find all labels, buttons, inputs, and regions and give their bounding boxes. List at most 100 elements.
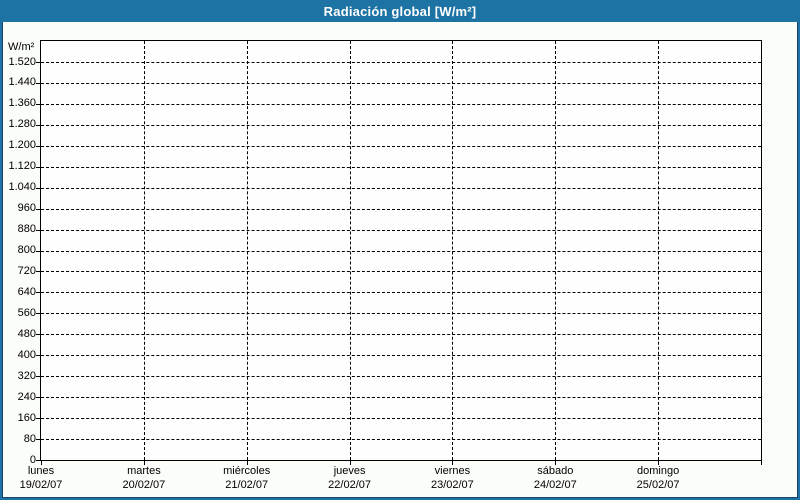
x-axis-tick bbox=[143, 461, 145, 465]
y-tick-label: 720 bbox=[17, 264, 36, 277]
y-axis-tick bbox=[36, 397, 40, 399]
h-gridline bbox=[41, 208, 761, 210]
x-axis-tick bbox=[41, 461, 42, 465]
y-axis-tick bbox=[36, 229, 40, 231]
plot-area bbox=[40, 40, 762, 461]
y-tick-label: 1.120 bbox=[8, 160, 36, 173]
x-tick-date: 21/02/07 bbox=[225, 479, 269, 491]
x-tick-label: martes 20/02/07 bbox=[122, 464, 165, 492]
h-gridline bbox=[41, 313, 761, 315]
x-tick-label: lunes 19/02/07 bbox=[20, 464, 63, 492]
x-axis-tick bbox=[246, 461, 248, 465]
y-tick-label: 1.360 bbox=[8, 97, 36, 110]
y-tick-label: 400 bbox=[17, 348, 36, 361]
y-axis-tick bbox=[36, 103, 40, 105]
v-gridline bbox=[658, 41, 660, 460]
y-axis-tick bbox=[36, 166, 40, 168]
v-gridline bbox=[452, 41, 454, 460]
y-axis-tick bbox=[36, 145, 40, 147]
h-gridline bbox=[41, 397, 761, 399]
x-axis-tick bbox=[555, 461, 557, 465]
x-tick-day-name: sábado bbox=[537, 465, 574, 477]
y-axis-tick bbox=[36, 187, 40, 189]
x-axis-tick bbox=[761, 461, 762, 465]
v-gridline bbox=[555, 41, 557, 460]
x-axis-tick bbox=[349, 461, 351, 465]
y-axis-tick bbox=[36, 355, 40, 357]
y-tick-label: 560 bbox=[17, 306, 36, 319]
h-gridline bbox=[41, 62, 761, 63]
v-gridline bbox=[349, 41, 351, 460]
y-axis-unit-label: W/m² bbox=[8, 41, 35, 53]
y-axis-tick bbox=[36, 439, 40, 441]
y-tick-label: 1.280 bbox=[8, 118, 36, 131]
chart-title-bar: Radiación global [W/m²] bbox=[0, 0, 800, 22]
h-gridline bbox=[41, 439, 761, 441]
x-tick-day-name: lunes bbox=[27, 465, 55, 477]
y-axis-tick bbox=[36, 271, 40, 273]
h-gridline bbox=[41, 250, 761, 252]
y-tick-label: 320 bbox=[17, 369, 36, 382]
y-axis-tick bbox=[36, 62, 40, 63]
y-tick-label: 1.440 bbox=[8, 76, 36, 89]
y-axis-tick bbox=[36, 334, 40, 336]
h-gridline bbox=[41, 418, 761, 420]
x-tick-day-name: jueves bbox=[333, 465, 366, 477]
y-axis-tick bbox=[36, 82, 40, 84]
x-tick-date: 23/02/07 bbox=[430, 479, 474, 491]
x-tick-day-name: viernes bbox=[434, 465, 471, 477]
y-tick-label: 80 bbox=[23, 432, 36, 445]
x-tick-label: sábado 24/02/07 bbox=[534, 464, 577, 492]
x-tick-label: miércoles 21/02/07 bbox=[223, 464, 270, 492]
h-gridline bbox=[41, 187, 761, 189]
x-tick-date: 24/02/07 bbox=[533, 479, 577, 491]
h-gridline bbox=[41, 145, 761, 147]
chart-title: Radiación global [W/m²] bbox=[323, 3, 477, 19]
x-tick-day-name: martes bbox=[127, 465, 161, 477]
y-axis-tick bbox=[36, 250, 40, 252]
x-tick-date: 19/02/07 bbox=[19, 479, 63, 491]
h-gridline bbox=[41, 103, 761, 105]
y-axis-tick bbox=[36, 208, 40, 210]
h-gridline bbox=[41, 376, 761, 378]
h-gridline bbox=[41, 82, 761, 84]
x-axis-tick bbox=[658, 461, 660, 465]
x-tick-date: 25/02/07 bbox=[636, 479, 680, 491]
x-tick-day-name: domingo bbox=[636, 465, 680, 477]
y-axis-tick bbox=[36, 124, 40, 126]
y-tick-label: 1.200 bbox=[8, 139, 36, 152]
y-tick-label: 1.040 bbox=[8, 181, 36, 194]
y-tick-label: 1.520 bbox=[8, 55, 36, 68]
y-axis-tick bbox=[36, 418, 40, 420]
x-tick-label: domingo 25/02/07 bbox=[637, 464, 680, 492]
y-tick-label: 640 bbox=[17, 285, 36, 298]
y-tick-label: 480 bbox=[17, 327, 36, 340]
v-gridline bbox=[143, 41, 145, 460]
x-tick-label: viernes 23/02/07 bbox=[431, 464, 474, 492]
y-axis-tick bbox=[36, 460, 40, 461]
h-gridline bbox=[41, 334, 761, 336]
x-tick-date: 20/02/07 bbox=[122, 479, 166, 491]
x-tick-date: 22/02/07 bbox=[328, 479, 372, 491]
y-axis-tick bbox=[36, 292, 40, 294]
h-gridline bbox=[41, 271, 761, 273]
x-tick-label: jueves 22/02/07 bbox=[328, 464, 371, 492]
x-axis-tick bbox=[452, 461, 454, 465]
h-gridline bbox=[41, 229, 761, 231]
y-tick-label: 0 bbox=[29, 453, 36, 466]
y-tick-label: 960 bbox=[17, 202, 36, 215]
y-tick-label: 240 bbox=[17, 390, 36, 403]
h-gridline bbox=[41, 355, 761, 357]
y-tick-label: 880 bbox=[17, 223, 36, 235]
v-gridline bbox=[246, 41, 248, 460]
y-tick-label: 160 bbox=[17, 411, 36, 424]
y-axis-tick bbox=[36, 376, 40, 378]
h-gridline bbox=[41, 292, 761, 294]
h-gridline bbox=[41, 166, 761, 168]
y-tick-label: 800 bbox=[17, 244, 36, 256]
x-tick-day-name: miércoles bbox=[223, 465, 271, 477]
h-gridline bbox=[41, 124, 761, 126]
y-axis-tick bbox=[36, 313, 40, 315]
